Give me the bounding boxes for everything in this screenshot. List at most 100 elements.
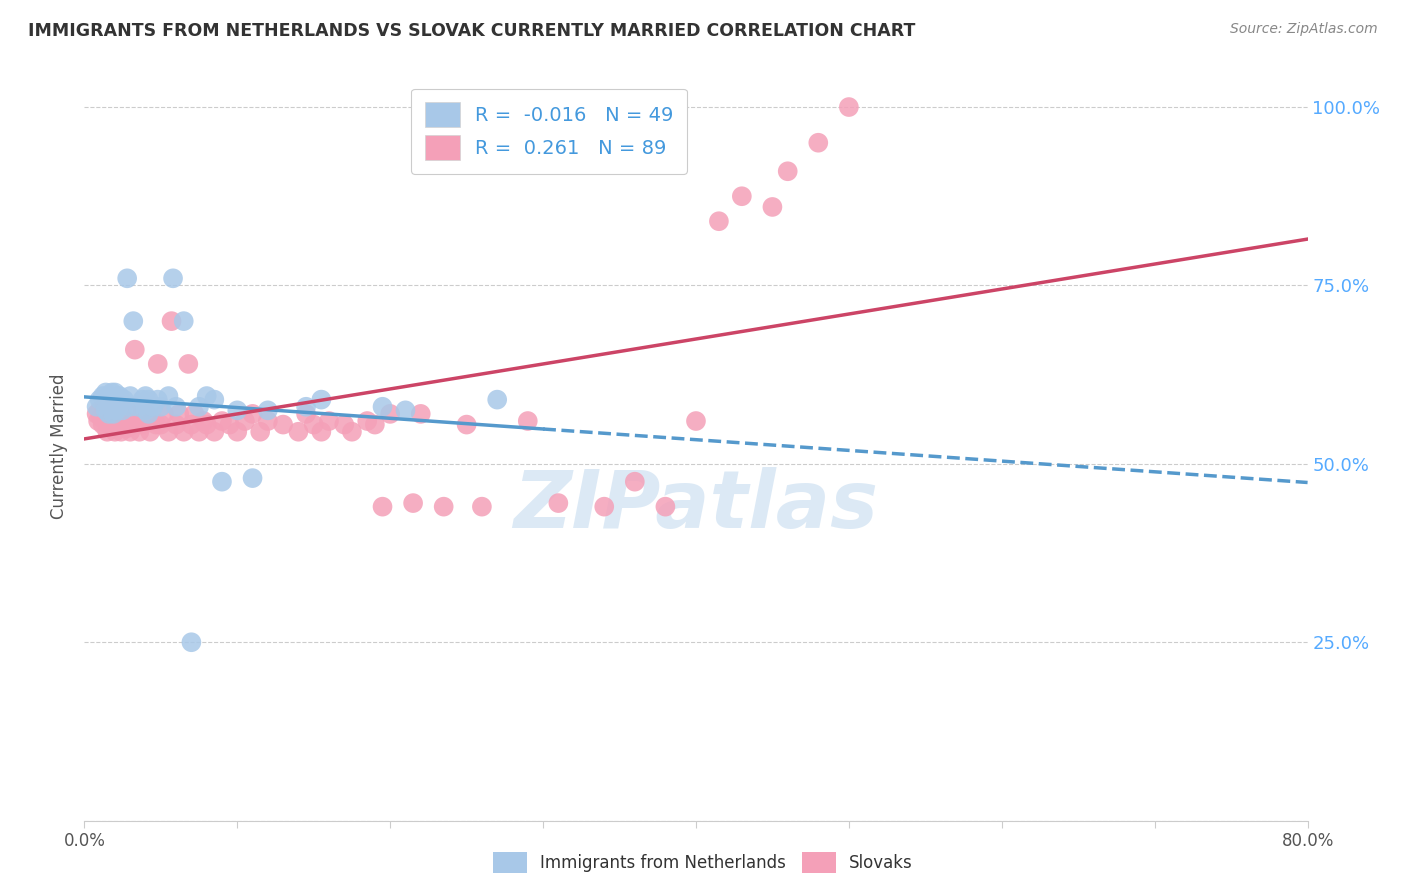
Point (202, 425, 225, 439)
Point (402, 496, 425, 510)
Point (311, 425, 333, 439)
Point (87, 414, 110, 428)
Point (104, 385, 127, 400)
Point (94, 414, 117, 428)
Point (111, 403, 134, 417)
Point (157, 425, 180, 439)
Point (433, 500, 456, 514)
Point (120, 389, 142, 403)
Point (120, 400, 142, 414)
Point (127, 400, 149, 414)
Point (136, 407, 159, 421)
Point (115, 403, 138, 417)
Point (838, 100, 860, 114)
Point (295, 400, 318, 414)
Point (173, 425, 195, 439)
Point (94, 403, 117, 417)
Point (105, 417, 128, 432)
Point (153, 407, 176, 421)
Point (149, 400, 172, 414)
Point (242, 407, 264, 421)
Point (107, 414, 129, 428)
Point (340, 425, 363, 439)
Point (547, 496, 569, 510)
Point (180, 417, 202, 432)
Point (96, 403, 118, 417)
Point (177, 357, 200, 371)
Point (108, 407, 131, 421)
Point (257, 403, 280, 417)
Point (257, 414, 280, 428)
Point (146, 392, 169, 407)
Point (122, 417, 145, 432)
Point (120, 425, 142, 439)
Point (233, 414, 256, 428)
Point (195, 417, 218, 432)
Point (226, 425, 249, 439)
Point (167, 407, 190, 421)
Point (115, 421, 138, 435)
Text: IMMIGRANTS FROM NETHERLANDS VS SLOVAK CURRENTLY MARRIED CORRELATION CHART: IMMIGRANTS FROM NETHERLANDS VS SLOVAK CU… (28, 22, 915, 40)
Point (173, 314, 195, 328)
Point (157, 389, 180, 403)
Point (295, 407, 318, 421)
Point (97, 389, 120, 403)
Point (271, 417, 294, 432)
Point (193, 414, 215, 428)
Point (120, 407, 142, 421)
Point (211, 414, 233, 428)
Point (104, 425, 127, 439)
Point (131, 392, 153, 407)
Point (249, 425, 271, 439)
Point (302, 417, 325, 432)
Point (624, 475, 647, 489)
Point (409, 407, 432, 421)
Point (101, 396, 124, 410)
Point (593, 500, 616, 514)
Point (138, 392, 160, 407)
Point (380, 407, 402, 421)
Point (731, 189, 754, 203)
Point (356, 414, 378, 428)
Point (110, 425, 132, 439)
Point (115, 271, 138, 285)
Point (112, 392, 135, 407)
Point (91, 417, 114, 432)
Point (318, 414, 340, 428)
Point (685, 414, 707, 428)
Point (183, 407, 205, 421)
Point (226, 403, 249, 417)
Point (807, 136, 830, 150)
Point (103, 407, 125, 421)
Point (104, 400, 127, 414)
Point (98, 400, 121, 414)
Point (135, 389, 157, 403)
Point (101, 400, 124, 414)
Point (195, 389, 218, 403)
Point (180, 635, 202, 649)
Point (128, 425, 150, 439)
Point (188, 425, 211, 439)
Point (111, 417, 134, 432)
Point (471, 500, 494, 514)
Point (202, 392, 225, 407)
Point (218, 417, 240, 432)
Point (242, 471, 264, 485)
Point (486, 392, 509, 407)
Point (135, 414, 157, 428)
Point (97, 400, 120, 414)
Point (131, 417, 153, 432)
Point (103, 410, 125, 425)
Point (89, 392, 111, 407)
Point (165, 400, 187, 414)
Point (104, 392, 127, 407)
Point (90, 410, 112, 425)
Point (89, 403, 111, 417)
Point (776, 164, 799, 178)
Point (142, 414, 165, 428)
Point (333, 417, 356, 432)
Point (135, 403, 157, 417)
Point (96, 425, 118, 439)
Point (211, 475, 233, 489)
Point (97, 407, 120, 421)
